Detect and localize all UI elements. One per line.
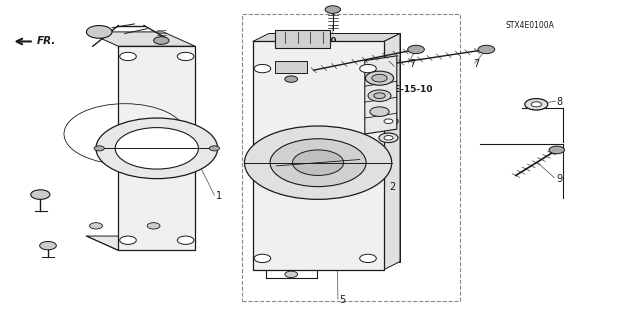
Text: ► E-15-10: ► E-15-10 — [288, 37, 337, 46]
Circle shape — [292, 150, 344, 175]
Circle shape — [285, 271, 298, 278]
Polygon shape — [384, 33, 400, 270]
Text: 9: 9 — [557, 174, 563, 184]
Polygon shape — [86, 32, 195, 46]
Text: 4: 4 — [291, 207, 298, 217]
Circle shape — [270, 139, 366, 187]
Circle shape — [531, 102, 541, 107]
Circle shape — [478, 45, 495, 54]
Text: 6: 6 — [372, 119, 379, 130]
Polygon shape — [253, 41, 384, 270]
Text: ► E-15-10: ► E-15-10 — [384, 85, 433, 94]
Circle shape — [384, 119, 393, 123]
Circle shape — [360, 254, 376, 263]
Circle shape — [384, 136, 393, 140]
Bar — [275, 61, 307, 73]
Circle shape — [379, 133, 398, 143]
Bar — [275, 30, 330, 48]
Circle shape — [549, 146, 564, 154]
Circle shape — [285, 76, 298, 82]
Circle shape — [147, 223, 160, 229]
Circle shape — [86, 26, 112, 38]
Circle shape — [374, 93, 385, 99]
Circle shape — [325, 6, 340, 13]
Text: 7: 7 — [474, 59, 480, 69]
Circle shape — [525, 99, 548, 110]
Polygon shape — [365, 56, 397, 134]
Circle shape — [115, 128, 198, 169]
Bar — [242, 14, 460, 301]
Text: 3: 3 — [291, 220, 298, 230]
Circle shape — [120, 52, 136, 61]
Text: 2: 2 — [389, 182, 396, 192]
Circle shape — [365, 71, 394, 85]
Circle shape — [360, 64, 376, 73]
Text: STX4E0100A: STX4E0100A — [506, 21, 554, 30]
Polygon shape — [86, 236, 195, 250]
Circle shape — [94, 146, 104, 151]
Text: FR.: FR. — [37, 36, 56, 47]
Text: 5: 5 — [339, 295, 346, 305]
Circle shape — [368, 90, 391, 101]
Circle shape — [90, 223, 102, 229]
Circle shape — [408, 45, 424, 54]
Circle shape — [379, 116, 398, 126]
Circle shape — [370, 107, 389, 116]
Circle shape — [31, 190, 50, 199]
Circle shape — [177, 236, 194, 244]
Circle shape — [254, 64, 271, 73]
Circle shape — [244, 126, 392, 199]
Circle shape — [177, 52, 194, 61]
Polygon shape — [269, 33, 400, 262]
Text: 6: 6 — [372, 140, 379, 150]
Text: 7: 7 — [410, 59, 416, 69]
Text: 1: 1 — [216, 191, 223, 201]
Circle shape — [209, 146, 220, 151]
Polygon shape — [253, 33, 400, 41]
Circle shape — [154, 37, 169, 44]
Circle shape — [372, 74, 387, 82]
Polygon shape — [118, 46, 195, 250]
Circle shape — [120, 236, 136, 244]
Text: 8: 8 — [557, 97, 563, 107]
Circle shape — [254, 254, 271, 263]
Circle shape — [96, 118, 218, 179]
Circle shape — [40, 241, 56, 250]
